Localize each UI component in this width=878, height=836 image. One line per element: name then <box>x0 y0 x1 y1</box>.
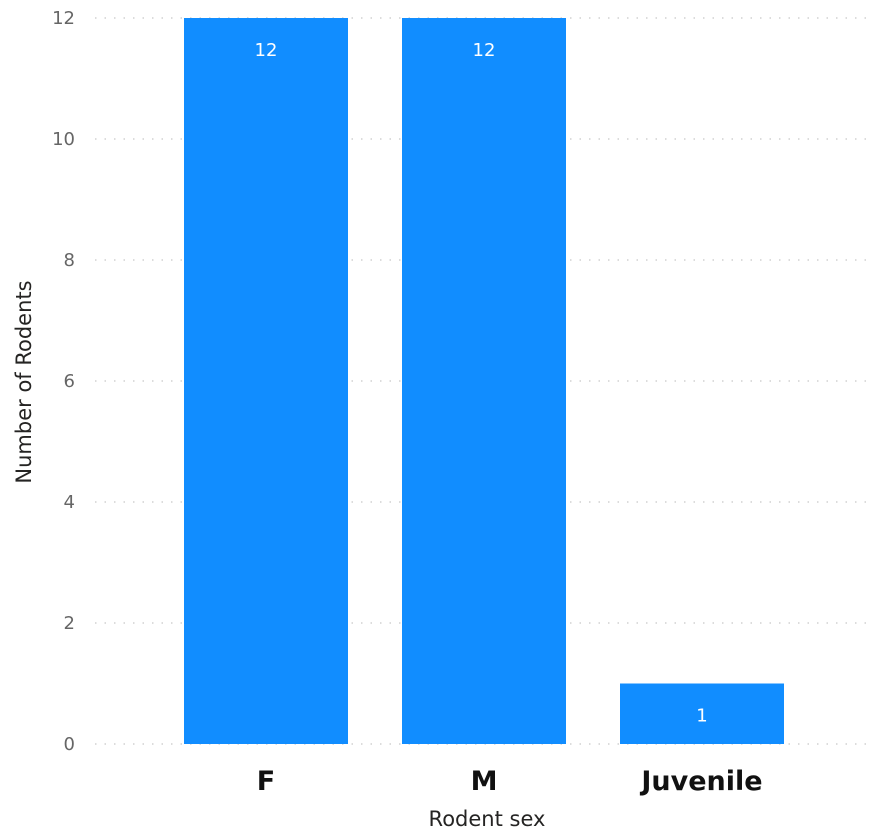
data-labels: 12 12 1 <box>255 40 708 727</box>
x-axis-title: Rodent sex <box>429 807 546 831</box>
y-tick-label: 6 <box>64 371 75 392</box>
data-label-juvenile: 1 <box>696 706 707 727</box>
bars <box>184 18 784 744</box>
bar-m[interactable] <box>402 18 566 744</box>
x-tick-label-juvenile: Juvenile <box>639 766 762 797</box>
y-axis-title: Number of Rodents <box>12 280 36 483</box>
y-tick-label: 12 <box>52 8 75 29</box>
x-tick-label-f: F <box>257 766 275 797</box>
y-tick-label: 2 <box>64 613 75 634</box>
y-tick-label: 4 <box>64 492 75 513</box>
x-axis-ticks: F M Juvenile <box>257 766 763 797</box>
data-label-f: 12 <box>255 40 278 61</box>
data-label-m: 12 <box>473 40 496 61</box>
x-tick-label-m: M <box>471 766 498 797</box>
y-tick-label: 8 <box>64 250 75 271</box>
y-tick-label: 10 <box>52 129 75 150</box>
bar-juvenile[interactable] <box>620 683 784 745</box>
y-axis-ticks: 0 2 4 6 8 10 12 <box>52 8 75 755</box>
bar-f[interactable] <box>184 18 348 744</box>
y-tick-label: 0 <box>64 734 75 755</box>
